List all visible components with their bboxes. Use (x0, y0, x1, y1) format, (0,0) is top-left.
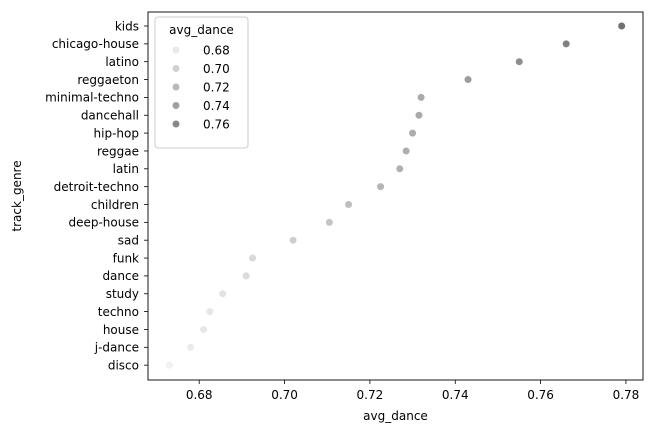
y-tick-label: funk (113, 251, 139, 265)
y-tick-label: chicago-house (52, 37, 139, 51)
data-point-latino (515, 57, 524, 66)
legend: avg_dance 0.68 0.70 0.72 0.74 0.76 (154, 16, 249, 149)
x-axis-ticks: 0.68 0.70 0.72 0.74 0.76 0.78 (186, 380, 639, 402)
legend-title: avg_dance (169, 23, 234, 37)
y-tick-label: hip-hop (94, 126, 139, 140)
x-tick-label: 0.70 (271, 388, 298, 402)
data-point-hip-hop (408, 129, 417, 138)
y-tick-label: latin (113, 162, 139, 176)
y-tick-label: sad (118, 234, 139, 248)
x-axis-label: avg_dance (363, 409, 428, 423)
data-point-latin (395, 164, 404, 173)
data-point-house (199, 325, 208, 334)
data-point-dancehall (414, 111, 424, 120)
legend-label: 0.72 (203, 80, 230, 94)
y-tick-label: dancehall (81, 109, 139, 123)
y-tick-label: children (91, 198, 139, 212)
y-tick-label: deep-house (68, 216, 139, 230)
y-tick-label: house (103, 323, 139, 337)
y-tick-label: disco (108, 358, 139, 372)
legend-label: 0.68 (203, 43, 230, 57)
legend-marker (171, 101, 181, 110)
x-tick-label: 0.72 (357, 388, 384, 402)
data-point-study (218, 289, 227, 298)
plot-area-frame (147, 11, 644, 381)
data-point-funk (248, 253, 257, 263)
x-tick-label: 0.76 (527, 388, 554, 402)
legend-marker (171, 119, 181, 129)
data-point-chicago-house (562, 39, 571, 48)
y-tick-label: techno (98, 305, 139, 319)
data-point-minimal-techno (417, 93, 426, 102)
y-tick-label: reggaeton (77, 73, 139, 87)
legend-entries: 0.68 0.70 0.72 0.74 0.76 (171, 43, 230, 131)
y-tick-label: detroit-techno (54, 180, 139, 194)
x-tick-label: 0.68 (186, 388, 213, 402)
legend-label: 0.74 (203, 99, 230, 113)
legend-marker (171, 45, 181, 55)
x-tick-label: 0.74 (442, 388, 469, 402)
legend-marker (171, 82, 181, 92)
y-tick-label: dance (102, 269, 139, 283)
y-tick-label: j-dance (94, 341, 139, 355)
data-point-detroit-techno (376, 182, 385, 191)
data-point-reggaeton (463, 75, 473, 84)
y-axis-ticks: kids chicago-house latino reggaeton minimal-… (45, 19, 148, 372)
data-point-kids (617, 21, 626, 31)
legend-marker (171, 64, 181, 73)
y-tick-label: kids (115, 19, 139, 33)
data-point-j-dance (186, 343, 195, 352)
legend-label: 0.76 (203, 117, 230, 131)
x-tick-label: 0.78 (613, 388, 640, 402)
y-tick-label: study (106, 287, 139, 301)
data-point-sad (288, 236, 298, 245)
y-tick-label: minimal-techno (45, 91, 139, 105)
data-point-disco (165, 361, 174, 370)
legend-label: 0.70 (203, 62, 230, 76)
data-point-deep-house (325, 218, 334, 227)
data-point-children (344, 200, 353, 209)
data-points (165, 21, 626, 370)
y-axis-label: track_genre (10, 160, 24, 231)
y-tick-label: reggae (97, 144, 139, 158)
data-point-reggae (402, 146, 411, 156)
y-tick-label: latino (105, 55, 139, 69)
data-point-dance (242, 271, 251, 281)
data-point-techno (205, 307, 214, 316)
